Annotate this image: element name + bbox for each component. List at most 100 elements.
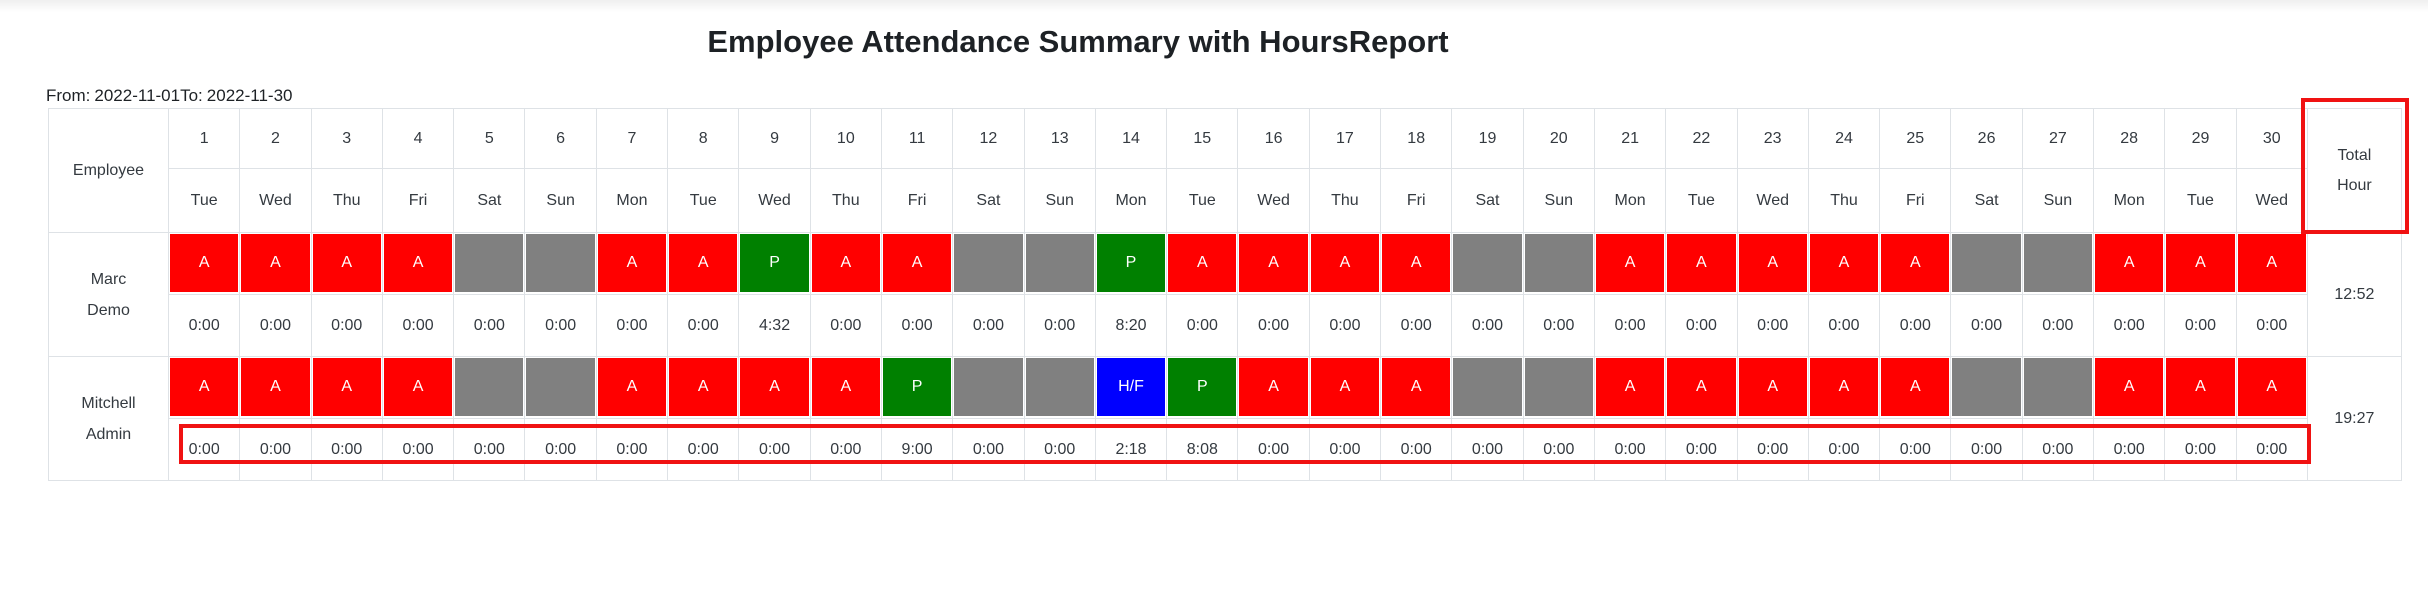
status-cell: A <box>809 232 882 295</box>
hours-cell: 0:00 <box>2164 418 2237 481</box>
weekend-chip <box>526 357 595 416</box>
day-number-cell: 29 <box>2164 108 2237 169</box>
status-chip: A <box>811 357 880 416</box>
date-to-label: To: <box>180 86 203 105</box>
hours-cell: 0:00 <box>2093 294 2166 357</box>
day-name-cell: Fri <box>1879 168 1952 233</box>
weekend-chip <box>455 357 524 416</box>
day-number-cell: 5 <box>453 108 526 169</box>
status-chip: A <box>882 233 952 292</box>
status-cell: H/F <box>1094 356 1168 419</box>
status-chip: A <box>1667 233 1736 292</box>
day-name-cell: Fri <box>880 168 954 233</box>
hours-cell: 0:00 <box>310 418 383 481</box>
status-chip: A <box>2095 233 2164 292</box>
status-cell: A <box>2235 356 2308 419</box>
status-cell: P <box>738 232 811 295</box>
status-chip: A <box>2166 233 2235 292</box>
hours-cell: 0:00 <box>524 294 597 357</box>
hours-cell: 0:00 <box>381 294 455 357</box>
status-chip: A <box>312 357 381 416</box>
weekend-chip <box>455 233 524 292</box>
employee-name: Marc Demo <box>48 232 169 357</box>
day-name-cell: Sun <box>2021 168 2095 233</box>
date-from-value: 2022-11-01 <box>94 86 181 105</box>
status-chip: A <box>1738 357 1807 416</box>
hours-cell: 0:00 <box>1593 418 1667 481</box>
status-cell <box>1522 356 1595 419</box>
day-name-cell: Wed <box>1736 168 1809 233</box>
hours-cell: 0:00 <box>1879 294 1952 357</box>
status-chip: A <box>1168 233 1237 292</box>
status-cell <box>952 356 1025 419</box>
status-chip: A <box>1239 233 1308 292</box>
hours-cell: 0:00 <box>524 418 597 481</box>
hours-cell: 0:00 <box>595 418 669 481</box>
hours-cell: 0:00 <box>1380 418 1453 481</box>
status-chip: A <box>2237 233 2306 292</box>
status-cell <box>1522 232 1595 295</box>
status-chip: P <box>1168 357 1237 416</box>
status-cell: A <box>2093 356 2166 419</box>
day-number-cell: 1 <box>167 108 241 169</box>
day-name-cell: Tue <box>2164 168 2237 233</box>
hours-cell: 0:00 <box>2093 418 2166 481</box>
status-cell: P <box>1094 232 1168 295</box>
day-name-cell: Wed <box>239 168 312 233</box>
status-cell: A <box>381 232 455 295</box>
status-cell <box>1023 356 1096 419</box>
status-cell: P <box>880 356 954 419</box>
weekend-chip <box>526 233 595 292</box>
day-number-cell: 21 <box>1593 108 1667 169</box>
status-cell: A <box>880 232 954 295</box>
status-chip: A <box>1382 233 1451 292</box>
page-header: Employee Attendance Summary with HoursRe… <box>0 24 2156 60</box>
status-cell <box>1451 232 1524 295</box>
hours-cell: 0:00 <box>1451 418 1524 481</box>
hours-cell: 0:00 <box>453 294 526 357</box>
status-chip: A <box>1310 357 1380 416</box>
day-name-cell: Sun <box>1023 168 1096 233</box>
hours-cell: 0:00 <box>239 418 312 481</box>
day-number-cell: 13 <box>1023 108 1096 169</box>
status-cell <box>524 356 597 419</box>
status-cell: A <box>167 232 241 295</box>
day-number-cell: 26 <box>1950 108 2023 169</box>
day-name-cell: Thu <box>310 168 383 233</box>
day-number-cell: 24 <box>1807 108 1881 169</box>
status-cell: A <box>667 356 740 419</box>
day-name-cell: Tue <box>667 168 740 233</box>
hours-cell: 0:00 <box>1166 294 1239 357</box>
status-cell: A <box>1237 356 1310 419</box>
status-chip: A <box>597 233 667 292</box>
status-cell: A <box>239 356 312 419</box>
weekend-chip <box>1453 233 1522 292</box>
day-name-cell: Wed <box>738 168 811 233</box>
day-number-cell: 28 <box>2093 108 2166 169</box>
status-cell: A <box>1807 356 1881 419</box>
employee-status-row: Marc Demo A A A A A A P A A P A A A A A A A A A A A A 12:52 <box>48 232 2402 357</box>
hours-cell: 0:00 <box>1308 418 1382 481</box>
status-cell: A <box>2164 232 2237 295</box>
day-number-cell: 15 <box>1166 108 1239 169</box>
day-number-cell: 27 <box>2021 108 2095 169</box>
hours-cell: 0:00 <box>310 294 383 357</box>
page-title: Employee Attendance Summary with HoursRe… <box>707 24 1449 59</box>
hours-cell: 0:00 <box>1023 294 1096 357</box>
hours-cell: 0:00 <box>1736 418 1809 481</box>
day-number-cell: 19 <box>1451 108 1524 169</box>
status-cell: A <box>1166 232 1239 295</box>
day-number-cell: 30 <box>2235 108 2308 169</box>
day-number-cell: 3 <box>310 108 383 169</box>
status-chip: A <box>383 233 453 292</box>
day-number-cell: 2 <box>239 108 312 169</box>
day-number-cell: 8 <box>667 108 740 169</box>
day-number-cell: 10 <box>809 108 882 169</box>
hours-cell: 0:00 <box>1665 418 1738 481</box>
day-number-cell: 6 <box>524 108 597 169</box>
status-chip: A <box>2095 357 2164 416</box>
status-cell <box>952 232 1025 295</box>
hours-cell: 0:00 <box>738 418 811 481</box>
status-cell: A <box>310 356 383 419</box>
hours-cell: 0:00 <box>952 294 1025 357</box>
